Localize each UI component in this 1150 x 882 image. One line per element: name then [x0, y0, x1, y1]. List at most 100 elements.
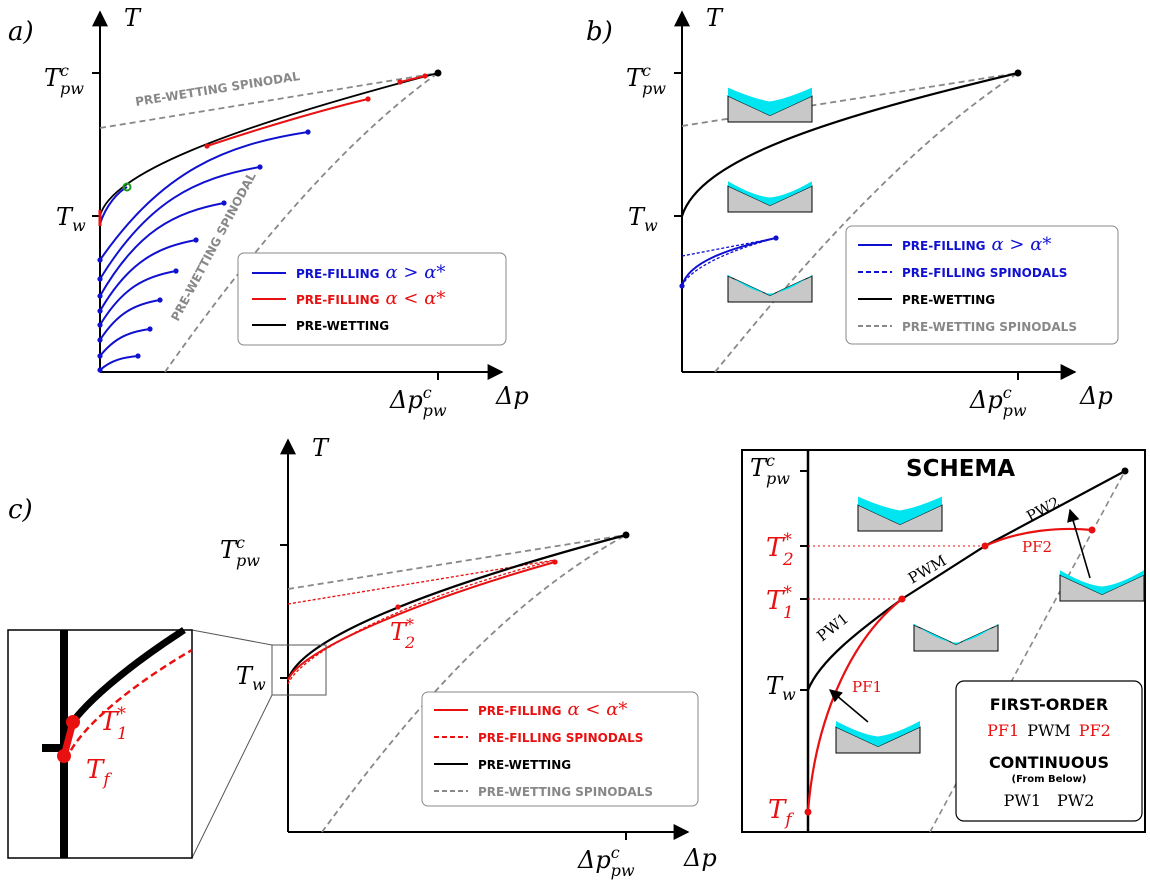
panel-c-tw-label: Tw: [236, 662, 266, 694]
panel-a-blue-curve: [99, 355, 139, 371]
panel-d-first-order-items: PF1 PWM PF2: [987, 721, 1111, 740]
legend-label: PRE-FILLING α > α*: [902, 234, 1051, 255]
panel-a-spinodal-2: [164, 72, 439, 373]
panel-c-ppwc-label: Δpc pw: [577, 843, 635, 880]
panel-a-blue-end: [257, 164, 263, 170]
panel-a-blue-curve: [99, 270, 177, 326]
panel-a-tpwc-label: Tc pw: [44, 61, 84, 98]
panel-a-blue-start: [97, 367, 103, 373]
legend-label: PRE-WETTING SPINODALS: [902, 320, 1077, 334]
panel-a-p-axis-label: Δp: [495, 382, 529, 410]
panel-a-blue-start: [97, 322, 103, 328]
panel-a-blue-start: [97, 353, 103, 359]
panel-b: b) T Δp Tc pw Tw Δpc pw PRE-FILLING α > α*P…: [586, 4, 1119, 420]
panel-a-legend: PRE-FILLING α > α* PRE-FILLING α < α* PRE-WE…: [237, 252, 507, 346]
panel-a-blue-curve: [99, 299, 161, 341]
legend-label: PRE-FILLING SPINODALS: [478, 731, 643, 745]
panel-b-wedge-thick-film: [728, 87, 812, 116]
panel-a-ppwc-label: Δpc pw: [389, 383, 447, 420]
panel-d-continuous-items: PW1 PW2: [1004, 791, 1095, 810]
panel-a-blue-start: [97, 337, 103, 343]
panel-d-pf2-label: PF2: [1022, 538, 1052, 556]
panel-d-tf-label: Tf: [768, 795, 794, 830]
legend-label: PRE-WETTING: [296, 319, 389, 333]
panel-c-legend: PRE-FILLING α < α* PRE-FILLING SPINODALS PR…: [421, 691, 699, 807]
panel-a-blue-end: [147, 326, 153, 332]
panel-d-from-below: (From Below): [1012, 774, 1087, 785]
panel-d-t1-label: T* 1: [766, 583, 794, 623]
panel-d-pf1-line: [806, 598, 903, 813]
panel-b-prefilling-line: [681, 237, 777, 287]
panel-d-box: FIRST-ORDER PF1 PWM PF2 CONTINUOUS (From B…: [955, 680, 1143, 822]
legend-label: PRE-FILLING α > α*: [296, 262, 445, 283]
panel-c-inset-t1-label: T* 1: [100, 704, 128, 744]
panel-b-prewetting-line: [680, 71, 1019, 217]
panel-a-blue-end: [135, 353, 141, 359]
panel-d-pf2-line: [984, 527, 1093, 548]
panel-a-blue-curve: [99, 131, 309, 261]
panel-a-blue-start: [97, 293, 103, 299]
panel-d-continuous: CONTINUOUS: [989, 753, 1109, 772]
panel-a-t-axis-label: T: [124, 4, 142, 32]
panel-a-blue-start: [97, 276, 103, 282]
panel-a-blue-end: [221, 200, 227, 206]
legend-label: PRE-WETTING SPINODALS: [478, 785, 653, 799]
panel-b-legend: PRE-FILLING α > α* PRE-FILLING SPINODALS PR…: [845, 225, 1119, 345]
panel-b-wedge-thin-film: [728, 274, 812, 296]
panel-a-tag: a): [8, 17, 34, 47]
panel-a-spinodal-1: [99, 72, 439, 129]
panel-c: c) T Δp Tc pw Tw Δpc pw T* 2: [7, 434, 717, 880]
panel-a-blue-curve: [99, 328, 151, 357]
panel-d-first-order: FIRST-ORDER: [990, 695, 1108, 714]
panel-a-blue-end: [193, 237, 199, 243]
panel-c-prefilling-line: [287, 561, 556, 681]
panel-a-blue-curve: [99, 239, 197, 312]
panel-a: a) T Δp Tc pw Tw Δpc pw PRE-WETTING SPINOD…: [8, 4, 529, 420]
panel-c-t-axis-label: T: [312, 434, 330, 462]
panel-a-spinodal-label-1: PRE-WETTING SPINODAL: [134, 69, 301, 109]
panel-d: SCHEMA Tc pw T* 2 T* 1 Tw Tf PW1 PWM PW2 PF…: [741, 449, 1146, 833]
panel-b-p-axis-label: Δp: [1079, 382, 1113, 410]
panel-d-title: SCHEMA: [906, 456, 1015, 482]
panel-b-ppwc-label: Δpc pw: [969, 383, 1027, 420]
panel-b-wedge-mid-film: [728, 181, 812, 206]
panel-b-wedge-thin: [727, 275, 813, 303]
panel-b-t-axis-label: T: [706, 4, 724, 32]
panel-a-blue-end: [173, 268, 179, 274]
legend-label: PRE-FILLING SPINODALS: [902, 266, 1067, 280]
panel-d-wedge-bottom-film: [836, 721, 920, 747]
panel-a-prewetting-line: [99, 72, 439, 217]
panel-d-wedge-right-film: [1060, 570, 1144, 595]
panel-d-wedge-mid-film: [914, 623, 998, 645]
panel-a-prefilling-blue: [97, 129, 311, 373]
panel-c-tag: c): [8, 495, 33, 525]
panel-a-blue-curve: [99, 166, 261, 280]
panel-c-inset: T* 1 Tf: [7, 627, 193, 859]
legend-label: PRE-WETTING: [902, 293, 995, 307]
legend-label: PRE-FILLING α < α*: [478, 699, 627, 720]
panel-d-t2-label: T* 2: [766, 530, 794, 570]
panel-a-tw-label: Tw: [56, 203, 86, 235]
legend-label: PRE-WETTING: [478, 758, 571, 772]
panel-c-t2-label: T* 2: [390, 615, 415, 652]
panel-b-tw-label: Tw: [628, 203, 658, 235]
panel-b-tag: b): [586, 17, 613, 47]
panel-a-blue-curve: [99, 202, 225, 297]
panel-d-pf1-label: PF1: [852, 678, 882, 696]
panel-a-blue-end: [305, 129, 311, 135]
panel-d-tw-label: Tw: [766, 672, 796, 704]
legend-label: PRE-FILLING α < α*: [296, 288, 445, 309]
panel-c-p-axis-label: Δp: [683, 844, 717, 872]
panel-a-green-point: [122, 182, 132, 192]
panel-a-blue-start: [97, 257, 103, 263]
panel-a-prefilling-red-1: [206, 98, 369, 147]
panel-a-blue-end: [157, 297, 163, 303]
panel-c-tpwc-label: Tc pw: [220, 533, 260, 570]
panel-d-wedge-top-film: [858, 496, 942, 525]
panel-b-tpwc-label: Tc pw: [626, 61, 666, 98]
panel-c-prewetting-line: [286, 533, 627, 681]
panel-a-blue-start: [97, 308, 103, 314]
panel-c-inset-tf-label: Tf: [86, 755, 112, 790]
panel-d-tpwc-label: Tc pw: [750, 451, 790, 488]
